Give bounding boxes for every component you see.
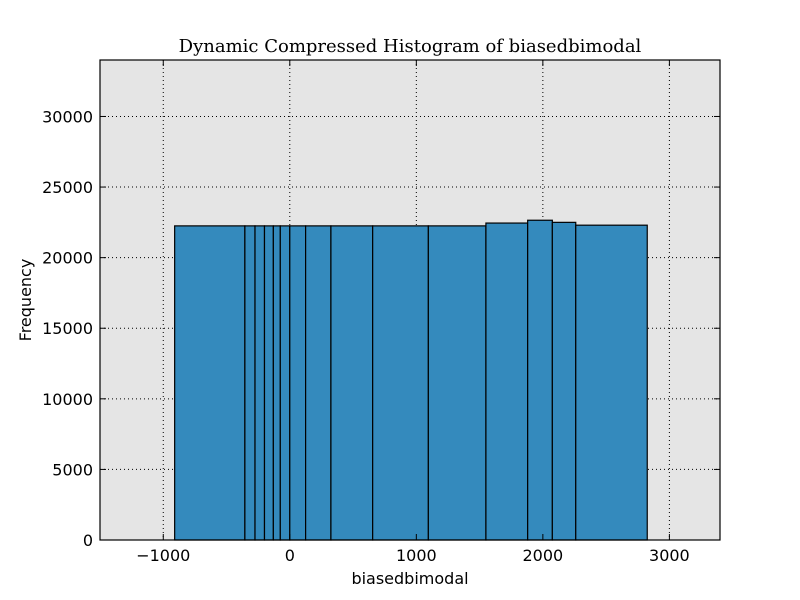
histogram-bar: [427, 225, 487, 541]
x-tick-label: 1000: [396, 546, 437, 565]
histogram-bars: [174, 219, 648, 541]
histogram-bar: [575, 224, 648, 541]
plot-frame: [99, 59, 721, 541]
histogram-bar: [174, 225, 246, 541]
chart-title: Dynamic Compressed Histogram of biasedbi…: [179, 36, 642, 57]
histogram-bar: [527, 219, 553, 541]
x-tick-label: 3000: [649, 546, 690, 565]
histogram-bar: [485, 222, 529, 541]
x-tick-label: −1000: [136, 546, 190, 565]
y-axis-label: Frequency: [16, 259, 35, 342]
histogram-bar: [279, 225, 291, 541]
y-tick-label: 15000: [42, 319, 93, 338]
x-axis-label: biasedbimodal: [351, 569, 468, 588]
histogram-bar: [272, 225, 281, 541]
y-tick-label: 30000: [42, 107, 93, 126]
histogram-bar: [263, 225, 274, 541]
histogram-bar: [330, 225, 374, 541]
x-tick-label: 0: [285, 546, 295, 565]
histogram-bar: [289, 225, 307, 541]
histogram-bar: [551, 221, 577, 541]
y-tick-label: 0: [83, 531, 93, 550]
y-tick-label: 25000: [42, 178, 93, 197]
histogram-bar: [254, 225, 266, 541]
x-tick-label: 2000: [522, 546, 563, 565]
histogram-bar: [244, 225, 256, 541]
y-tick-label: 10000: [42, 390, 93, 409]
histogram-bar: [305, 225, 332, 541]
axis-ticks: −1000 0 1000 2000 30000500010000150002000025…: [42, 60, 720, 565]
histogram-bar: [372, 225, 429, 541]
y-tick-label: 5000: [52, 460, 93, 479]
y-tick-label: 20000: [42, 249, 93, 268]
